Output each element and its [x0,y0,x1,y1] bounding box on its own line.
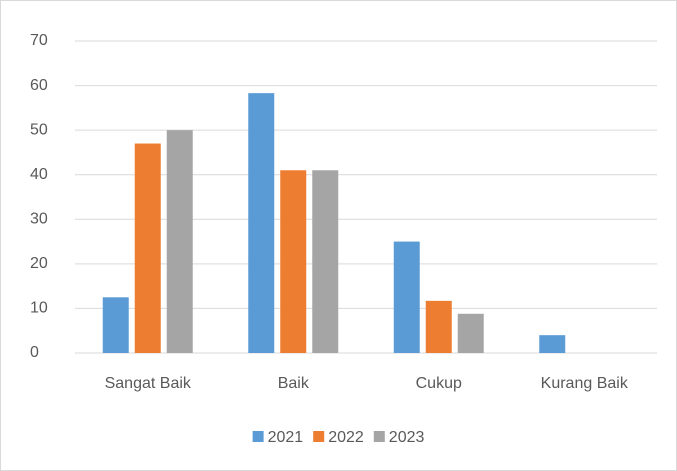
bar [248,93,275,354]
bar [166,130,193,353]
bar [312,170,339,353]
y-tick-label: 40 [30,166,48,183]
bar [393,241,420,353]
bar [102,297,129,353]
x-tick-label: Cukup [416,375,462,392]
legend-label: 2022 [328,429,364,446]
bar [457,313,484,353]
bar [134,143,161,353]
y-tick-label: 70 [30,32,48,49]
y-tick-label: 30 [30,211,48,228]
legend-swatch [252,431,264,442]
legend-label: 2023 [389,429,425,446]
bar [425,300,452,353]
x-tick-label: Kurang Baik [541,375,629,392]
x-tick-label: Sangat Baik [105,375,192,392]
y-tick-label: 10 [30,300,48,317]
y-tick-label: 20 [30,255,48,272]
y-tick-label: 50 [30,121,48,138]
y-tick-label: 0 [30,344,39,361]
legend-label: 2021 [268,429,304,446]
x-tick-label: Baik [278,375,310,392]
y-tick-label: 60 [30,77,48,94]
legend-swatch [373,431,385,442]
bar [539,335,566,353]
bar [280,170,307,353]
legend-swatch [313,431,325,442]
